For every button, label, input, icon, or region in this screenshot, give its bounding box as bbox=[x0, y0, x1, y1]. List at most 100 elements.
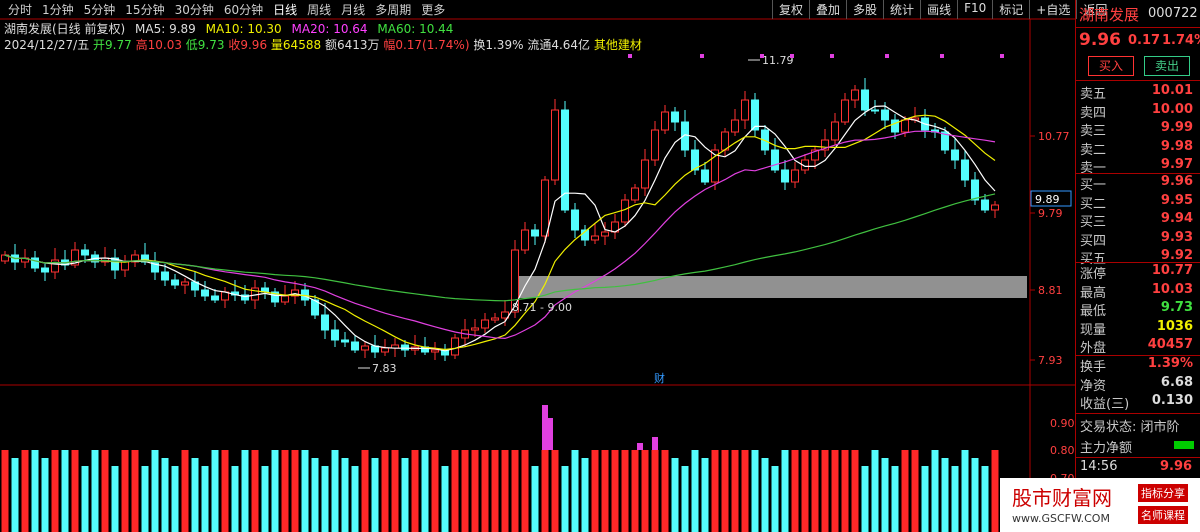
separator bbox=[1076, 457, 1200, 458]
quote-panel: 湖南发展 000722 9.96 0.17 1.74% 买入 卖出 卖五 10.0… bbox=[1075, 0, 1200, 532]
quote-row: 卖四 10.00 bbox=[1080, 102, 1200, 121]
period-tab[interactable]: 更多 bbox=[421, 3, 446, 17]
indicator-bar bbox=[171, 466, 179, 532]
indicator-bar bbox=[881, 458, 889, 532]
tool-tab[interactable]: 返回 bbox=[1076, 0, 1113, 19]
indicator-bar bbox=[31, 450, 39, 532]
ma60: MA60: 10.44 bbox=[377, 22, 454, 36]
tool-tab[interactable]: 标记 bbox=[992, 0, 1029, 19]
stock-name: 湖南发展 bbox=[1079, 6, 1140, 24]
change-pct: 1.74% bbox=[1162, 33, 1200, 48]
period-tab[interactable]: 5分钟 bbox=[83, 3, 116, 17]
indicator-bar bbox=[251, 450, 259, 532]
quote-row: 最高 10.03 bbox=[1080, 281, 1200, 301]
candle-body bbox=[121, 261, 129, 271]
trade-status: 交易状态: 闭市阶 bbox=[1080, 420, 1180, 435]
candle-body bbox=[171, 279, 179, 286]
quote-row: 买二 9.95 bbox=[1080, 192, 1200, 212]
quote-label: 买一 bbox=[1080, 178, 1107, 193]
period-tab[interactable]: 1分钟 bbox=[42, 3, 74, 17]
indicator-bar bbox=[501, 450, 509, 532]
event-dot bbox=[1000, 54, 1004, 58]
indicator-bar bbox=[261, 466, 269, 532]
tool-tab[interactable]: 叠加 bbox=[809, 0, 846, 19]
quote-value: 9.98 bbox=[1160, 138, 1193, 154]
indicator-bar bbox=[571, 450, 579, 532]
candle-body bbox=[671, 111, 679, 123]
tool-tabs: 复权 叠加 多股 统计 画线 F10 标记 +自选 返回 bbox=[772, 0, 1113, 19]
tool-tab[interactable]: 统计 bbox=[883, 0, 920, 19]
indicator-spike bbox=[637, 443, 643, 450]
indicator-spike bbox=[652, 437, 658, 450]
price-axis-bg bbox=[1030, 19, 1075, 532]
buy-button[interactable]: 买入 bbox=[1088, 56, 1134, 76]
indicator-bar bbox=[681, 466, 689, 532]
candle-body bbox=[861, 89, 869, 111]
date: 2024/12/27/五 bbox=[4, 38, 90, 52]
candle-body bbox=[871, 109, 879, 112]
period-tab[interactable]: 多周期 bbox=[375, 3, 412, 17]
ma-line bbox=[4, 193, 996, 302]
quote-row: 换手 1.39% bbox=[1080, 356, 1200, 375]
tool-tab[interactable]: 画线 bbox=[920, 0, 957, 19]
tool-tab[interactable]: F10 bbox=[957, 0, 992, 19]
indicator-bar bbox=[351, 466, 359, 532]
indicator-bar bbox=[811, 450, 819, 532]
tool-tab[interactable]: 复权 bbox=[772, 0, 809, 19]
indicator-bar bbox=[711, 450, 719, 532]
quote-row: 卖五 10.01 bbox=[1080, 83, 1200, 102]
tool-tab[interactable]: +自选 bbox=[1029, 0, 1076, 19]
time-price: 9.96 bbox=[1160, 459, 1193, 474]
sell-button[interactable]: 卖出 bbox=[1144, 56, 1190, 76]
quote-value: 9.95 bbox=[1160, 192, 1193, 208]
current-price-box bbox=[1030, 190, 1072, 207]
indicator-bar bbox=[461, 450, 469, 532]
tool-tab[interactable]: 多股 bbox=[846, 0, 883, 19]
candle-body bbox=[361, 345, 369, 351]
quote-label: 换手 bbox=[1080, 360, 1107, 375]
period-tab[interactable]: 30分钟 bbox=[174, 3, 214, 17]
indicator-bar bbox=[781, 450, 789, 532]
candle-body bbox=[571, 209, 579, 231]
indicator-bar bbox=[751, 450, 759, 532]
candle-body bbox=[741, 99, 749, 121]
period-tab[interactable]: 日线 bbox=[273, 3, 298, 17]
quote-value: 1.39% bbox=[1147, 356, 1193, 371]
ma-line bbox=[4, 114, 996, 351]
quote-row: 外盘 40457 bbox=[1080, 337, 1200, 356]
candle-body bbox=[591, 235, 599, 241]
event-dot bbox=[628, 54, 632, 58]
period-tab[interactable]: 月线 bbox=[341, 3, 366, 17]
indicator-bar bbox=[621, 450, 629, 532]
indicator-bar bbox=[481, 450, 489, 532]
separator bbox=[1076, 413, 1200, 414]
indicator-bar bbox=[851, 450, 859, 532]
indicator-bar bbox=[491, 450, 499, 532]
indicator-bar bbox=[321, 466, 329, 532]
quote-label: 最低 bbox=[1080, 304, 1107, 319]
indicator-bar bbox=[1, 450, 9, 532]
indicator-bar bbox=[401, 458, 409, 532]
price: 9.96 bbox=[1079, 30, 1121, 50]
period-tab[interactable]: 15分钟 bbox=[125, 3, 165, 17]
indicator-bar bbox=[161, 458, 169, 532]
quote-label: 净资 bbox=[1080, 378, 1107, 394]
period-tab[interactable]: 周线 bbox=[307, 3, 332, 17]
amount: 额6413万 bbox=[324, 38, 380, 52]
quote-row: 净资 6.68 bbox=[1080, 375, 1200, 394]
indicator-bar bbox=[961, 450, 969, 532]
quote-value: 1036 bbox=[1156, 318, 1193, 334]
indicator-bar bbox=[111, 466, 119, 532]
indicator-bar bbox=[821, 450, 829, 532]
candle-body bbox=[491, 317, 499, 321]
event-dot bbox=[790, 54, 794, 58]
quote-value: 10.03 bbox=[1151, 281, 1193, 297]
quote-row: 买一 9.96 bbox=[1080, 174, 1200, 193]
info-line: 2024/12/27/五 开9.77 高10.03 低9.73 收9.96 量6… bbox=[4, 36, 642, 53]
indicator-bar bbox=[521, 450, 529, 532]
candle-body bbox=[691, 149, 699, 171]
event-dot bbox=[940, 54, 944, 58]
indicator-bar bbox=[311, 458, 319, 532]
period-tab[interactable]: 分时 bbox=[8, 3, 33, 17]
period-tab[interactable]: 60分钟 bbox=[223, 3, 264, 17]
